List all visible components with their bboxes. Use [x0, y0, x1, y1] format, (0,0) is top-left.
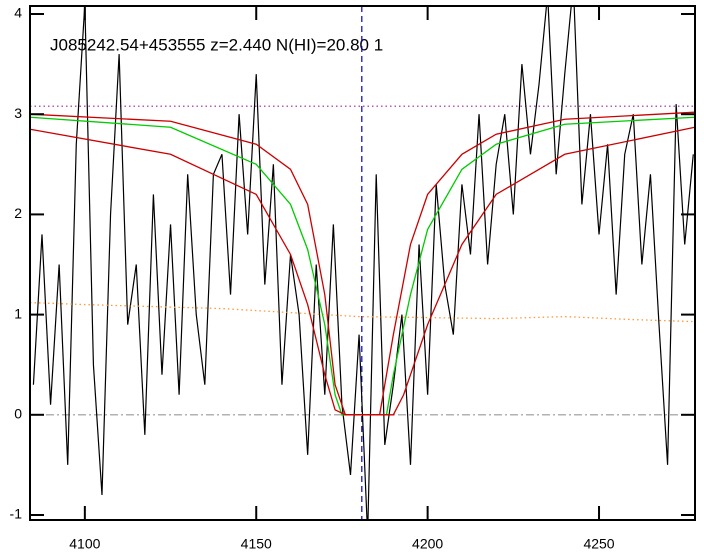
y-tick-label: -1	[10, 506, 23, 522]
series-line	[30, 301, 695, 323]
chart-title: J085242.54+453555 z=2.440 N(HI)=20.80 1	[50, 35, 383, 54]
y-tick-label: 0	[14, 405, 22, 421]
x-tick-label: 4150	[241, 536, 272, 552]
series-line	[32, 6, 694, 520]
series-line	[30, 126, 695, 416]
x-tick-label: 4250	[583, 536, 614, 552]
y-tick-label: 4	[14, 5, 22, 21]
y-tick-label: 3	[14, 105, 22, 121]
plot-area	[30, 6, 695, 520]
y-tick-label: 2	[14, 205, 22, 221]
x-tick-label: 4100	[69, 536, 100, 552]
plot-frame	[29, 5, 696, 521]
x-tick-label: 4200	[412, 536, 443, 552]
y-tick-label: 1	[14, 305, 22, 321]
